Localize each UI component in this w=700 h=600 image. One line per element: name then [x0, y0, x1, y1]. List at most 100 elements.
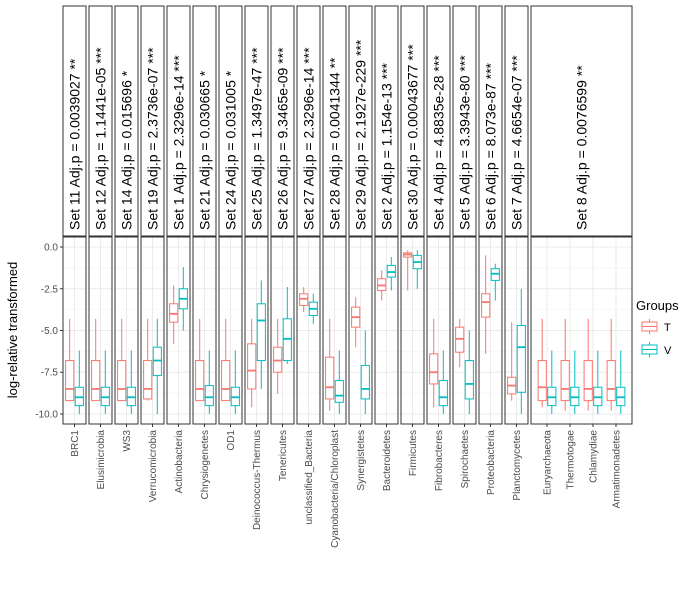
- box: [481, 293, 491, 318]
- strip-label: Set 2 Adj.p = 1.154e-13 ***: [379, 62, 395, 230]
- box-group-v: [178, 267, 188, 331]
- legend-items: TV: [641, 319, 672, 357]
- grid-major: [531, 237, 632, 424]
- box-group-t: [537, 318, 547, 408]
- box: [583, 360, 593, 402]
- facet-panel: Set 1 Adj.p = 2.3296e-14 *** Actinobacter…: [166, 5, 191, 494]
- y-tick-label: -7.5: [41, 368, 59, 379]
- taxon-group: [169, 267, 188, 344]
- facet-panel: Set 7 Adj.p = 4.6654e-07 *** Planctomycet…: [504, 5, 529, 501]
- box-group-t: [429, 318, 439, 408]
- x-tick-label: Proteobacteria: [486, 430, 497, 495]
- strip-box: [452, 5, 477, 237]
- panel-border: [374, 236, 399, 425]
- facet-panel: Set 6 Adj.p = 8.073e-87 *** Proteobacteri…: [478, 5, 503, 495]
- grid-major: [115, 237, 138, 424]
- box-group-t: [247, 318, 257, 408]
- box-group-v: [616, 350, 626, 414]
- facet-panel: Set 8 Adj.p = 0.0076599 ** Euryarchaeota T…: [530, 5, 633, 508]
- panel-border: [166, 236, 191, 425]
- box: [204, 385, 214, 407]
- strip-box: [400, 5, 425, 237]
- strip-label: Set 30 Adj.p = 0.00043677 ***: [405, 44, 421, 230]
- box: [516, 324, 526, 393]
- taxon-group: [537, 318, 557, 414]
- box-group-t: [169, 285, 179, 344]
- box-group-v: [412, 250, 422, 289]
- box-group-v: [204, 350, 214, 414]
- strip-box: [140, 5, 165, 237]
- panel-border: [88, 236, 113, 425]
- box: [117, 360, 127, 402]
- taxon-group: [195, 318, 214, 414]
- strip-label: Set 21 Adj.p = 0.030665 *: [197, 70, 213, 230]
- panel-border: [504, 236, 529, 425]
- strip-label: Set 27 Adj.p = 2.3296e-14 ***: [301, 47, 317, 230]
- facet-panel: Set 25 Adj.p = 1.3497e-47 *** Deinococcus…: [244, 5, 269, 530]
- facet-panel: Set 29 Adj.p = 2.1927e-229 *** Synergiste…: [348, 5, 373, 491]
- panel-border: [322, 236, 347, 425]
- box-group-t: [583, 318, 593, 411]
- facet-panel: Set 24 Adj.p = 0.031005 * OD1: [218, 5, 243, 451]
- strip-box: [374, 5, 399, 237]
- panel-border: [478, 236, 503, 425]
- box-group-t: [299, 287, 309, 313]
- x-tick-label: Cyanobacteria/Chloroplast: [330, 430, 341, 548]
- x-tick-label: Spirochaetes: [460, 430, 471, 488]
- x-tick-label: BRC1: [70, 430, 81, 457]
- panel-border: [140, 236, 165, 425]
- facet-panel: Set 30 Adj.p = 0.00043677 *** Firmicutes: [400, 5, 425, 476]
- x-tick-label: Fibrobacteres: [434, 430, 445, 491]
- box-group-v: [360, 330, 370, 414]
- strip-box: [322, 5, 347, 237]
- box-group-t: [560, 318, 570, 411]
- taxon-group: [351, 297, 370, 414]
- x-tick-label: Synergistetes: [356, 430, 367, 491]
- panel-border: [114, 236, 139, 425]
- taxon-group: [143, 318, 162, 414]
- x-tick-label: OD1: [226, 430, 237, 451]
- strip-box: [270, 5, 295, 237]
- strip-label: Set 24 Adj.p = 0.031005 *: [223, 70, 239, 230]
- box-group-v: [490, 263, 500, 301]
- facet-panel: Set 21 Adj.p = 0.030665 * Chrysiogenetes: [192, 5, 217, 499]
- y-axis-title: log-relative transformed: [5, 262, 20, 399]
- panel-border: [426, 236, 451, 425]
- taxon-group: [377, 257, 396, 301]
- box-group-v: [230, 350, 240, 414]
- x-tick-label: Deinococcus-Thermus: [252, 430, 263, 530]
- y-tick-label: -2.5: [41, 284, 59, 295]
- facet-panel: Set 27 Adj.p = 2.3296e-14 *** unclassifie…: [296, 5, 321, 525]
- box: [247, 343, 257, 390]
- box: [65, 360, 75, 402]
- strip-box: [218, 5, 243, 237]
- strip-box: [426, 5, 451, 237]
- box-group-t: [195, 318, 205, 402]
- taxon-group: [481, 255, 500, 354]
- box: [464, 360, 474, 400]
- taxon-group: [247, 280, 266, 408]
- strip-label: Set 19 Adj.p = 2.3736e-07 ***: [145, 47, 161, 230]
- x-tick-label: Elusimicrobia: [96, 430, 107, 490]
- facet-panel: Set 11 Adj.p = 0.0039027 ** BRC1: [62, 5, 87, 457]
- box: [360, 365, 370, 400]
- panel-border: [296, 236, 321, 425]
- box-group-t: [221, 318, 231, 402]
- box-group-t: [606, 318, 616, 411]
- box-group-t: [325, 318, 335, 411]
- taxon-group: [583, 318, 603, 414]
- x-tick-label: Chlamydiae: [589, 430, 600, 483]
- box-group-v: [256, 280, 266, 389]
- strip-label: Set 28 Adj.p = 0.0041344 **: [327, 57, 343, 230]
- facet-panel: Set 19 Adj.p = 2.3736e-07 *** Verrucomicr…: [140, 5, 165, 502]
- strip-label: Set 12 Adj.p = 1.1441e-05 ***: [93, 47, 109, 230]
- x-tick-label: Actinobacteria: [174, 430, 185, 494]
- y-tick-label: -10.0: [35, 409, 58, 420]
- grid-major: [271, 237, 294, 424]
- legend: Groups TV: [636, 298, 679, 357]
- strip-box: [88, 5, 113, 237]
- panel-border: [218, 236, 243, 425]
- strip-box: [296, 5, 321, 237]
- x-tick-label: Tenericutes: [278, 430, 289, 481]
- strip-label: Set 5 Adj.p = 3.3943e-80 ***: [457, 55, 473, 230]
